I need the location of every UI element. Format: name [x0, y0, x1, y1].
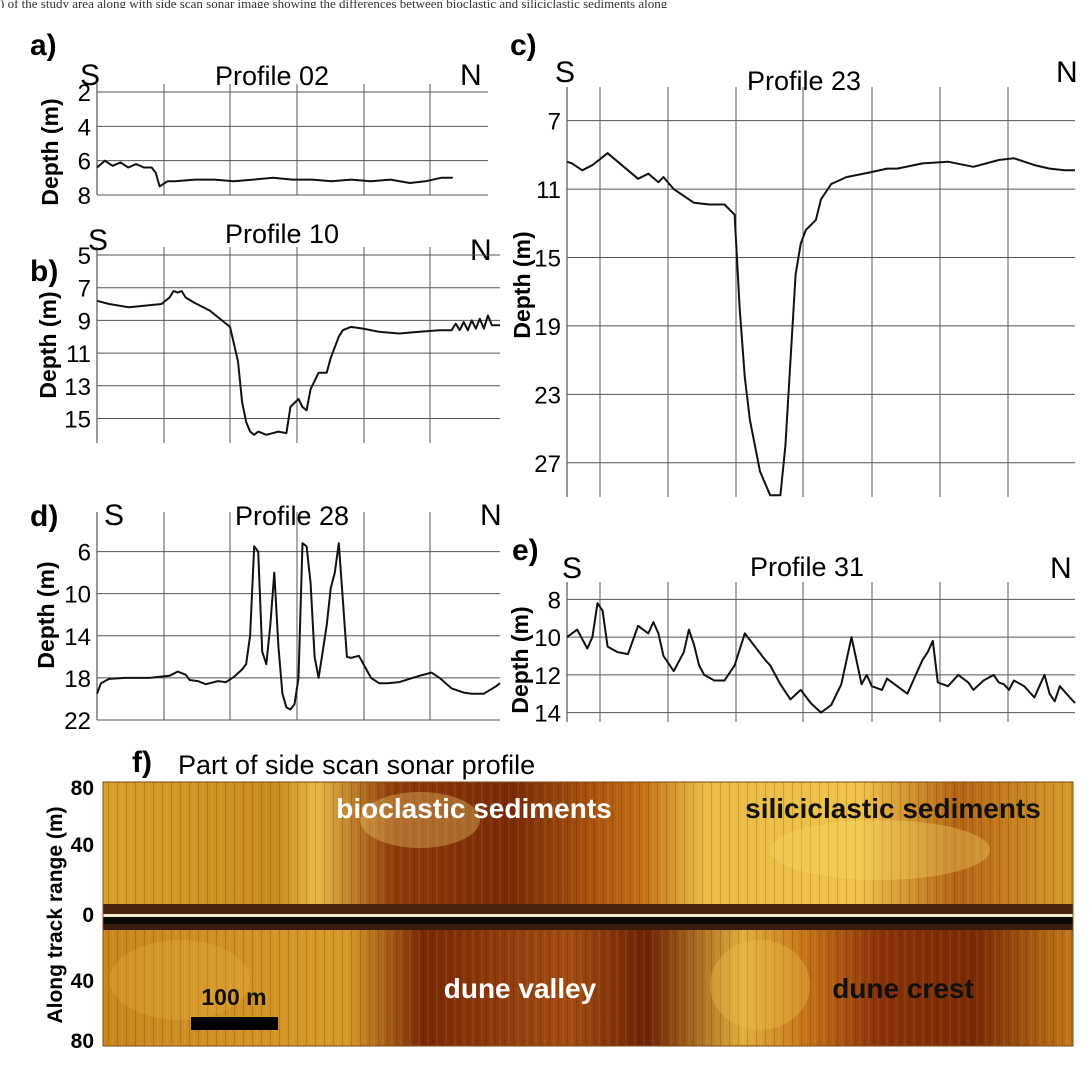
y-tick-label: 8	[548, 587, 561, 614]
y-tick-label: 80	[71, 1030, 94, 1053]
panel-d: d) S N Profile 28 Depth (m) 6 10 14 18 22	[30, 499, 502, 735]
south-label: S	[104, 499, 124, 532]
y-tick-label: 7	[548, 109, 561, 136]
panel-a: a) S N Profile 02 Depth (m) 2 4 6 8	[30, 29, 488, 210]
y-tick-label: 8	[78, 183, 91, 210]
north-label: N	[1056, 56, 1078, 89]
y-axis-label: Depth (m)	[507, 606, 533, 713]
y-tick-label: 9	[78, 308, 91, 335]
y-tick-label: 5	[78, 243, 91, 270]
siliciclastic-label: siliciclastic sediments	[745, 793, 1041, 824]
chart-title: Profile 28	[235, 501, 349, 531]
south-label: S	[88, 224, 108, 257]
depth-profile-line	[566, 152, 1075, 497]
y-tick-label: 19	[534, 314, 561, 341]
y-tick-label: 11	[536, 177, 561, 204]
y-tick-label: 6	[78, 149, 91, 176]
chart-title: Profile 02	[215, 61, 329, 91]
north-label: N	[460, 59, 482, 92]
north-label: N	[470, 234, 492, 267]
y-tick-label: 14	[64, 624, 91, 651]
y-axis-label: Along track range (m)	[44, 806, 67, 1023]
panel-b: b) S N Profile 10 Depth (m) 5 7 9 11 13 15	[30, 219, 500, 443]
sonar-image	[102, 781, 1074, 1047]
panel-letter: d)	[30, 500, 58, 533]
depth-profile-line	[566, 602, 1076, 714]
panel-e: e) S N Profile 31 Depth (m) 8 10 12 14	[507, 534, 1076, 728]
y-tick-label: 2	[78, 80, 91, 107]
scale-bar-label: 100 m	[201, 984, 266, 1010]
y-axis-label: Depth (m)	[509, 231, 535, 338]
y-tick-label: 80	[71, 777, 94, 800]
chart-title: Profile 31	[750, 552, 864, 582]
north-label: N	[480, 499, 502, 532]
y-tick-label: 14	[534, 701, 561, 728]
caption-fragment: ) of the study area along with side scan…	[0, 0, 668, 8]
y-tick-label: 27	[534, 451, 561, 478]
panel-letter: c)	[510, 29, 537, 62]
chart-title: Profile 23	[747, 66, 861, 96]
sonar-title: Part of side scan sonar profile	[178, 750, 535, 780]
depth-profile-line	[96, 290, 500, 436]
south-label: S	[555, 56, 575, 89]
y-tick-label: 40	[71, 834, 94, 857]
y-tick-label: 18	[64, 666, 91, 693]
y-tick-label: 15	[64, 406, 91, 433]
scale-bar-line	[191, 1017, 278, 1030]
chart-title: Profile 10	[225, 219, 339, 249]
y-tick-label: 11	[66, 341, 91, 368]
north-label: N	[1050, 552, 1072, 585]
y-tick-label: 40	[71, 970, 94, 993]
y-tick-label: 10	[64, 582, 91, 609]
y-axis-label: Depth (m)	[33, 561, 59, 668]
sonar-y-ticks: 80 40 0 40 80	[71, 777, 94, 1053]
y-tick-label: 6	[78, 540, 91, 567]
panel-letter: f)	[132, 746, 152, 779]
south-label: S	[80, 59, 100, 92]
dune-crest-label: dune crest	[832, 973, 974, 1004]
panel-letter: e)	[512, 534, 539, 567]
bioclastic-label: bioclastic sediments	[336, 793, 611, 824]
y-tick-label: 0	[82, 904, 94, 927]
scale-bar: 100 m	[191, 984, 278, 1030]
south-label: S	[562, 552, 582, 585]
y-tick-label: 12	[534, 663, 561, 690]
dune-valley-label: dune valley	[444, 973, 597, 1004]
y-tick-label: 15	[534, 246, 561, 273]
y-tick-label: 13	[64, 374, 91, 401]
y-tick-label: 4	[78, 114, 91, 141]
y-tick-label: 10	[534, 625, 561, 652]
panel-letter: b)	[30, 255, 58, 288]
y-tick-label: 7	[78, 276, 91, 303]
depth-profile-line	[96, 542, 501, 711]
y-tick-label: 23	[534, 382, 561, 409]
panel-letter: a)	[30, 29, 57, 62]
y-axis-label: Depth (m)	[37, 98, 63, 205]
panel-c: c) S N Profile 23 Depth (m) 7 11 15 19 23 27	[509, 29, 1078, 497]
depth-profile-line	[96, 159, 453, 188]
y-axis-label: Depth (m)	[35, 291, 61, 398]
y-tick-label: 22	[64, 708, 91, 735]
panel-f: f) Part of side scan sonar profile Along…	[44, 746, 1074, 1053]
